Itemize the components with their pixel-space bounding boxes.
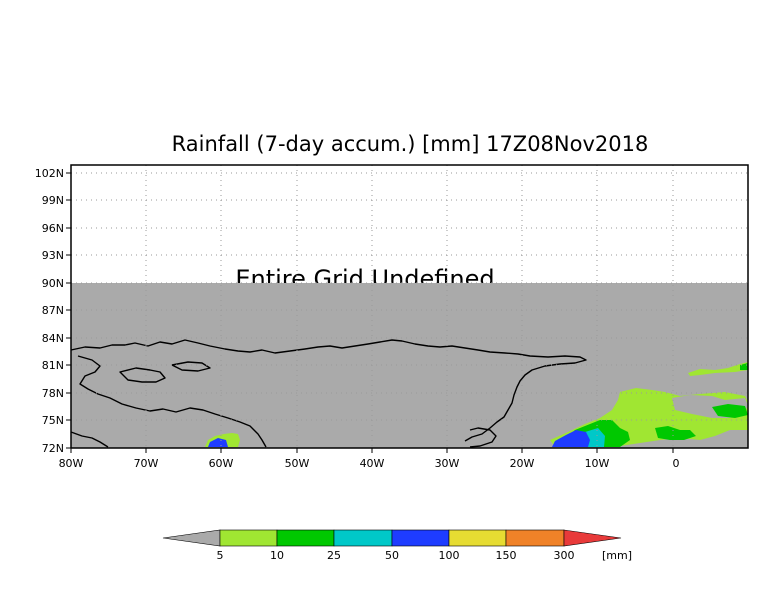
island-coastline xyxy=(171,361,211,372)
legend-unit: [mm] xyxy=(602,549,632,562)
island-coastline xyxy=(119,367,166,383)
legend-swatch xyxy=(505,529,565,547)
rainfall-patch-5mm xyxy=(688,362,748,376)
greenland-coastline xyxy=(70,339,587,442)
x-tick-label: 70W xyxy=(134,457,159,470)
legend-swatch xyxy=(333,529,393,547)
rainfall-patch-25mm xyxy=(585,428,605,447)
ellesmere-coastline xyxy=(77,355,267,448)
rainfall-patch-10mm xyxy=(655,426,696,440)
rainfall-patches xyxy=(205,362,748,447)
rainfall-patch-50mm xyxy=(552,430,590,447)
x-tick-label: 0 xyxy=(673,457,680,470)
y-tick-label: 84N xyxy=(42,332,64,345)
legend-label: 100 xyxy=(439,549,460,562)
x-tick-label: 50W xyxy=(285,457,310,470)
legend-label: 10 xyxy=(270,549,284,562)
legend-above-arrow xyxy=(563,529,622,547)
legend-swatch xyxy=(219,529,278,547)
y-tick-label: 75N xyxy=(42,414,64,427)
legend-below-arrow xyxy=(162,529,221,547)
x-tick-label: 40W xyxy=(360,457,385,470)
greenland-fjord-coastline xyxy=(469,427,497,448)
x-tick-label: 30W xyxy=(435,457,460,470)
y-tick-label: 78N xyxy=(42,387,64,400)
map-title: Rainfall (7-day accum.) [mm] 17Z08Nov201… xyxy=(172,132,649,156)
legend-label: 25 xyxy=(327,549,341,562)
y-tick-label: 87N xyxy=(42,304,64,317)
y-tick-label: 96N xyxy=(42,222,64,235)
y-tick-label: 99N xyxy=(42,194,64,207)
x-tick-label: 60W xyxy=(209,457,234,470)
legend-swatch xyxy=(276,529,335,547)
y-tick-label: 81N xyxy=(42,359,64,372)
legend-label: 5 xyxy=(217,549,224,562)
rainfall-patch-50mm xyxy=(208,438,228,447)
legend-label: 50 xyxy=(385,549,399,562)
y-tick-label: 72N xyxy=(42,442,64,455)
baffin-coastline xyxy=(70,431,109,448)
map-grid xyxy=(71,165,748,448)
legend-swatch xyxy=(448,529,507,547)
legend-label: 300 xyxy=(554,549,575,562)
y-tick-label: 93N xyxy=(42,249,64,262)
rainfall-patch-10mm xyxy=(712,404,748,418)
legend-label: 150 xyxy=(496,549,517,562)
x-axis: 80W 70W 60W 50W 40W 30W 20W 10W 0 xyxy=(59,448,680,470)
x-tick-label: 20W xyxy=(510,457,535,470)
coastlines xyxy=(70,339,587,448)
y-tick-label: 102N xyxy=(35,167,64,180)
y-tick-label: 90N xyxy=(42,277,64,290)
map-frame xyxy=(70,164,749,449)
y-axis: 102N 99N 96N 93N 90N 87N 84N 81N 78N 75N… xyxy=(35,167,71,455)
color-legend: 5 10 25 50 100 150 300 [mm] xyxy=(162,529,632,562)
legend-swatch xyxy=(391,529,450,547)
x-tick-label: 80W xyxy=(59,457,84,470)
x-tick-label: 10W xyxy=(585,457,610,470)
